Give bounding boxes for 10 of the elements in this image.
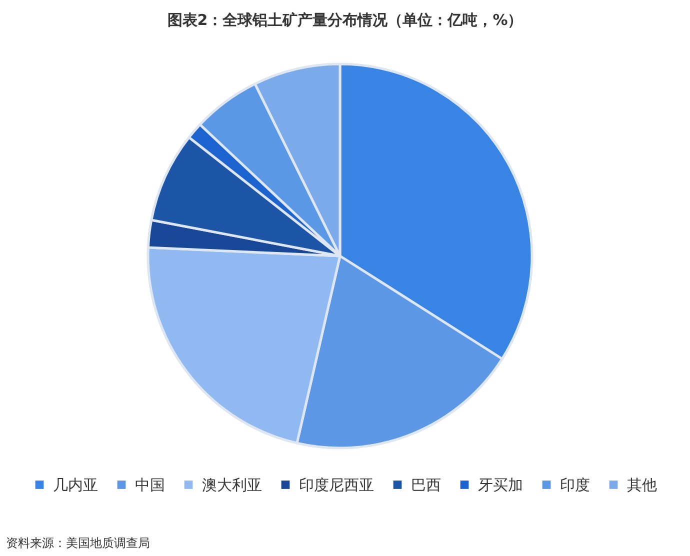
- legend-label: 几内亚: [53, 476, 98, 494]
- legend-label: 澳大利亚: [202, 476, 262, 494]
- chart-title: 图表2：全球铝土矿产量分布情况（单位：亿吨，%）: [167, 11, 523, 29]
- legend-label: 巴西: [411, 476, 441, 494]
- legend-label: 印度尼西亚: [299, 476, 374, 494]
- legend-label: 中国: [135, 476, 165, 494]
- legend-label: 印度: [560, 476, 590, 494]
- legend-label: 其他: [627, 476, 657, 494]
- legend-label: 牙买加: [478, 476, 523, 494]
- text: 资料来源：美国地质调查局: [6, 536, 150, 550]
